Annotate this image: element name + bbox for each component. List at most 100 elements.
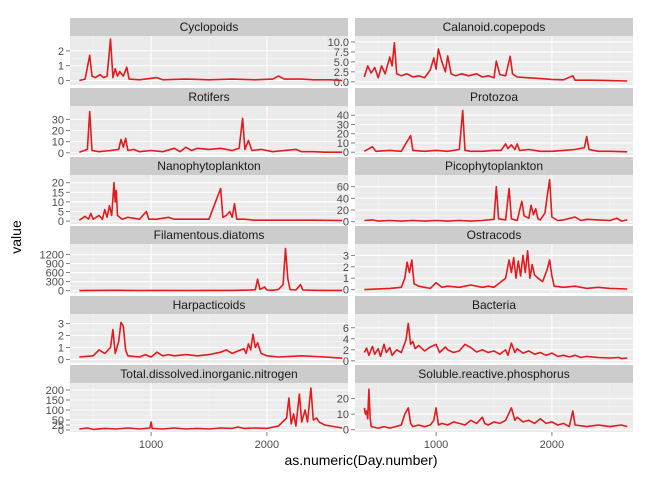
series-line-calanoid-copepods: [363, 42, 628, 82]
y-tick-label: 0.0: [334, 77, 349, 89]
y-tick-label: 4: [343, 334, 349, 346]
facet-strip-label: Nanophytoplankton: [157, 159, 260, 173]
facet-strip: [355, 365, 633, 383]
y-tick-label: 20: [337, 394, 349, 406]
y-tick-label: 15: [52, 187, 64, 199]
y-tick-label: 30: [337, 119, 349, 131]
facet-strip: [70, 365, 348, 383]
y-axis-title: value: [8, 220, 24, 254]
y-tick-label: 2: [58, 46, 64, 58]
y-tick-label: 100: [46, 405, 64, 417]
facet-soluble-reactive-phosphorus: Soluble.reactive.phosphorus 0 10 20 1000 2000: [337, 365, 633, 451]
y-tick-label: 0: [343, 425, 349, 437]
y-tick-label: 0: [58, 76, 64, 88]
y-tick-label: 20: [337, 205, 349, 217]
facet-strip-label: Soluble.reactive.phosphorus: [418, 367, 569, 381]
y-tick-label: 10: [52, 137, 64, 149]
y-tick-label: 5: [58, 207, 64, 219]
series-line-cyclopoids: [79, 38, 343, 82]
facet-strip-label: Total.dissolved.inorganic.nitrogen: [120, 367, 297, 381]
y-tick-label: 10: [52, 197, 64, 209]
series-line-nanophytoplankton: [78, 181, 343, 222]
y-tick-label: 200: [46, 385, 64, 397]
facet-strip: [70, 157, 348, 175]
facet-strip-label: Harpacticoids: [173, 298, 246, 312]
y-tick-label: 2: [58, 331, 64, 343]
y-tick-label: 10: [337, 409, 349, 421]
y-tick-label: 1: [58, 61, 64, 73]
facet-strip-label: Picophytoplankton: [445, 159, 543, 173]
y-tick-label: 300: [46, 277, 64, 289]
y-tick-label: 50: [52, 415, 64, 427]
y-tick-label: 40: [337, 110, 349, 122]
y-tick-label: 7.5: [334, 47, 349, 59]
y-tick-label: 60: [337, 182, 349, 194]
y-tick-label: 0: [343, 217, 349, 229]
y-tick-label: 20: [337, 129, 349, 141]
y-tick-label: 1200: [40, 250, 64, 262]
facet-strip: [355, 18, 633, 36]
y-tick-label: 0: [58, 216, 64, 228]
y-tick-label: 150: [46, 395, 64, 407]
x-tick-label: 1000: [139, 439, 163, 451]
series-line-harpacticoids: [79, 321, 343, 359]
x-tick-label: 1000: [424, 439, 448, 451]
series-line-protozoa: [363, 109, 628, 153]
facet-strip-label: Ostracods: [467, 228, 522, 242]
y-tick-label: 3: [343, 250, 349, 262]
y-tick-label: 10.0: [328, 37, 349, 49]
series-line-bacteria: [363, 322, 628, 360]
y-tick-label: 2.5: [334, 67, 349, 79]
facet-strip: [355, 226, 633, 244]
y-tick-label: 0: [343, 356, 349, 368]
y-tick-label: 2: [343, 262, 349, 274]
y-tick-label: 25: [52, 420, 64, 432]
series-line-total-dissolved-inorganic-nitrogen: [79, 387, 343, 431]
facet-strip-label: Rotifers: [188, 90, 229, 104]
y-tick-label: 3: [58, 319, 64, 331]
facet-strip: [70, 226, 348, 244]
y-tick-label: 20: [52, 178, 64, 190]
x-axis-title: as.numeric(Day.number): [284, 452, 437, 468]
facet-strip: [355, 296, 633, 314]
y-tick-label: 6: [343, 323, 349, 335]
x-tick-label: 2000: [255, 439, 279, 451]
facet-strip-label: Bacteria: [472, 298, 516, 312]
facet-strip-label: Cyclopoids: [180, 20, 239, 34]
facet-total-dissolved-inorganic-nitrogen: Total.dissolved.inorganic.nitrogen025501…: [46, 365, 348, 451]
facet-strip: [70, 88, 348, 106]
y-tick-label: 30: [52, 114, 64, 126]
y-tick-label: 0: [58, 286, 64, 298]
series-line-soluble-reactive-phosphorus: [363, 388, 628, 429]
facet-strip-label: Filamentous.diatoms: [154, 228, 265, 242]
y-tick-label: 20: [52, 126, 64, 138]
y-tick-label: 2: [343, 345, 349, 357]
series-line-picophytoplankton: [364, 178, 628, 222]
facet-strip: [70, 18, 348, 36]
y-tick-label: 1: [58, 342, 64, 354]
facet-strip: [355, 88, 633, 106]
y-tick-label: 0: [343, 147, 349, 159]
y-tick-label: 10: [337, 138, 349, 150]
facet-panels: Cyclopoids012Calanoid.copepods0.02.55.07…: [40, 18, 633, 451]
facet-cyclopoids: Cyclopoids 0 1 2: [58, 18, 348, 88]
y-tick-label: 0: [58, 354, 64, 366]
facet-strip-label: Calanoid.copepods: [443, 20, 546, 34]
y-tick-label: 900: [46, 259, 64, 271]
y-tick-label: 600: [46, 268, 64, 280]
facet-strip: [355, 157, 633, 175]
facet-calanoid-copepods: Calanoid.copepods 0.02.55.07.510.0: [328, 18, 633, 89]
y-tick-label: 0: [58, 425, 64, 437]
y-tick-label: 0: [343, 285, 349, 297]
facet-strip-label: Protozoa: [470, 90, 518, 104]
x-tick-label: 2000: [540, 439, 564, 451]
